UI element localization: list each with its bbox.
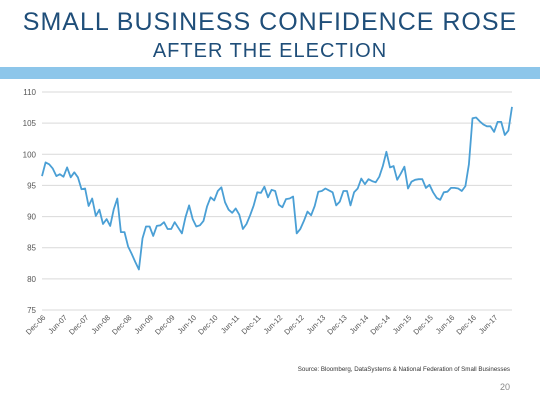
x-tick-label: Jun-08 <box>89 313 112 336</box>
x-tick-label: Jun-11 <box>219 313 241 335</box>
y-tick-label: 80 <box>27 275 36 284</box>
series-layer <box>41 106 513 271</box>
x-tick-label: Jun-14 <box>348 313 371 336</box>
x-tick-label: Dec-14 <box>368 313 391 336</box>
y-axis-tick-labels: 75 80 85 90 95 100 105 110 <box>23 88 37 315</box>
source-note: Source: Bloomberg, DataSystems & Nationa… <box>297 366 510 373</box>
x-tick-label: Jun-16 <box>434 313 457 336</box>
title-divider-band <box>0 67 540 79</box>
x-tick-label: Jun-07 <box>46 313 69 336</box>
x-tick-label: Dec-15 <box>411 313 434 336</box>
y-tick-label: 95 <box>27 181 36 190</box>
x-tick-label: Jun-09 <box>132 313 155 336</box>
x-tick-label: Jun-17 <box>477 313 500 336</box>
slide-title: SMALL BUSINESS CONFIDENCE ROSE <box>22 8 518 36</box>
y-tick-label: 90 <box>27 213 36 222</box>
x-tick-label: Jun-10 <box>176 313 199 336</box>
x-tick-label: Dec-11 <box>240 313 263 336</box>
x-tick-label: Dec-09 <box>153 313 176 336</box>
y-tick-label: 85 <box>27 244 36 253</box>
x-tick-label: Jun-12 <box>262 313 285 336</box>
x-axis-tick-labels: Dec-06Jun-07Dec-07Jun-08Dec-08Jun-09Dec-… <box>24 313 500 336</box>
grid-lines <box>42 91 512 311</box>
x-tick-label: Dec-10 <box>196 313 219 336</box>
x-tick-label: Jun-13 <box>305 313 328 336</box>
x-tick-label: Dec-13 <box>325 313 348 336</box>
y-tick-label: 75 <box>27 306 36 315</box>
x-tick-label: Dec-16 <box>454 313 477 336</box>
confidence-index-line <box>41 106 513 271</box>
y-tick-label: 105 <box>23 119 37 128</box>
y-tick-label: 110 <box>23 88 36 97</box>
x-tick-label: Jun-15 <box>391 313 414 336</box>
y-tick-label: 100 <box>23 150 37 159</box>
x-tick-label: Dec-07 <box>67 313 90 336</box>
x-tick-label: Dec-12 <box>282 313 305 336</box>
page-number: 20 <box>499 382 510 392</box>
slide-subtitle: AFTER THE ELECTION <box>152 40 388 62</box>
x-tick-label: Dec-08 <box>110 313 133 336</box>
x-tick-label: Dec-06 <box>24 313 47 336</box>
